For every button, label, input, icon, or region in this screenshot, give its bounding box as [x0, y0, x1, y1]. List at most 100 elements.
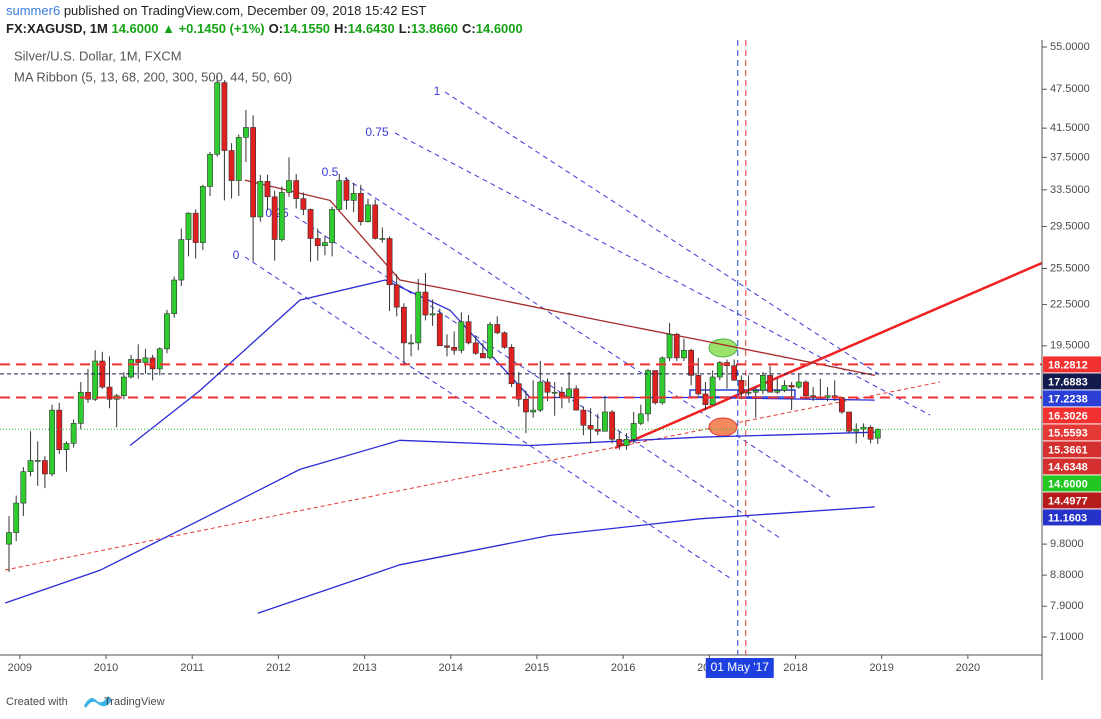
candle-body [415, 291, 422, 344]
fib-label: 0.5 [322, 165, 339, 179]
price-tag [1043, 509, 1101, 526]
candle-body [85, 391, 91, 400]
candle-body [645, 370, 651, 415]
candle-body [860, 426, 867, 430]
candle-body [6, 532, 12, 545]
symbol: FX:XAGUSD, 1M [6, 21, 108, 36]
candle-body [293, 180, 300, 199]
candle-body [530, 409, 537, 413]
candle-body [810, 395, 817, 398]
candle-body [365, 204, 371, 222]
price-tag-label: 14.6000 [1048, 478, 1088, 490]
ohlc-value: 13.8660 [411, 21, 458, 36]
candle-body [307, 209, 314, 239]
candle-body [41, 460, 48, 475]
candle-body [185, 212, 192, 240]
candle-body [752, 390, 759, 393]
ma-line [4, 431, 875, 604]
candle-body [681, 349, 687, 359]
candle-body [271, 196, 278, 240]
candle-body [314, 238, 321, 247]
candle-body [343, 180, 350, 201]
x-tick-label: 2012 [266, 662, 290, 674]
candle-body [709, 376, 716, 405]
candle-body [322, 242, 328, 247]
ohlc-value: 14.6000 [476, 21, 523, 36]
candle-body [609, 411, 616, 440]
candle-body [767, 375, 773, 393]
candle-body [465, 321, 472, 344]
candle-body [781, 385, 788, 391]
candle-body [573, 388, 580, 411]
price-tag [1043, 356, 1101, 373]
candle-body [408, 342, 414, 345]
price-tag-label: 17.6883 [1048, 376, 1088, 388]
trend-line [4, 381, 941, 571]
x-tick-label: 2020 [956, 662, 980, 674]
highlight [708, 417, 738, 437]
candle-body [106, 386, 113, 400]
candle-body [149, 357, 156, 370]
candle-body [451, 347, 458, 351]
candle-body [264, 181, 271, 198]
fib-line [294, 215, 781, 539]
x-tick-label: 2009 [8, 662, 32, 674]
candle-body [666, 333, 673, 359]
ohlc-key: O: [269, 21, 283, 36]
candle-body [537, 381, 544, 411]
symbol-line: FX:XAGUSD, 1M 14.6000 ▲ +0.1450 (+1%) O:1… [6, 21, 523, 36]
header-line: summer6 published on TradingView.com, De… [6, 3, 426, 18]
y-tick-label: 41.5000 [1050, 122, 1090, 134]
ohlc-value: 14.1550 [283, 21, 330, 36]
price-tag [1043, 492, 1101, 509]
publisher[interactable]: summer6 [6, 3, 60, 18]
candle-body [716, 362, 723, 378]
footer-brand[interactable]: TradingView [104, 696, 165, 708]
candle-body [20, 471, 27, 504]
candle-body [867, 426, 874, 440]
candle-body [56, 409, 63, 450]
candle-body [602, 411, 608, 432]
candle-body [702, 393, 709, 405]
ohlc-key: H: [334, 21, 348, 36]
candle-body [479, 353, 486, 359]
price-tag-label: 14.6348 [1048, 461, 1088, 473]
candle-body [329, 209, 335, 243]
candle-body [49, 409, 55, 475]
price-tag-label: 15.5593 [1048, 427, 1088, 439]
candle-body [357, 193, 364, 222]
candle-body [838, 397, 845, 413]
candle-body [286, 180, 292, 193]
candle-body [630, 423, 637, 440]
candle-body [372, 204, 379, 239]
marker-label: 01 May '17 [711, 660, 770, 674]
x-tick-label: 2013 [352, 662, 376, 674]
ohlc-value: 14.6430 [348, 21, 395, 36]
candle-body [386, 238, 393, 286]
candle-body [235, 137, 242, 181]
candle-body [508, 347, 515, 384]
candle-body [393, 284, 400, 308]
candle-body [566, 388, 572, 398]
candle-body [501, 332, 508, 348]
ma-line [244, 179, 875, 377]
candle-body [551, 391, 558, 394]
fib-line [244, 256, 731, 579]
fib-line [394, 132, 931, 416]
candle-body [652, 370, 659, 404]
candle-body [77, 391, 84, 424]
x-tick-label: 2019 [869, 662, 893, 674]
candle-body [487, 324, 493, 359]
x-tick-label: 2015 [525, 662, 549, 674]
candle-body [350, 193, 357, 201]
x-tick-label: 2010 [94, 662, 118, 674]
candle-body [156, 348, 163, 370]
y-tick-label: 29.5000 [1050, 220, 1090, 232]
y-tick-label: 55.0000 [1050, 41, 1090, 53]
y-tick-label: 7.1000 [1050, 631, 1084, 643]
candle-body [207, 154, 213, 187]
candle-body [874, 428, 881, 439]
price-tag [1043, 424, 1101, 441]
